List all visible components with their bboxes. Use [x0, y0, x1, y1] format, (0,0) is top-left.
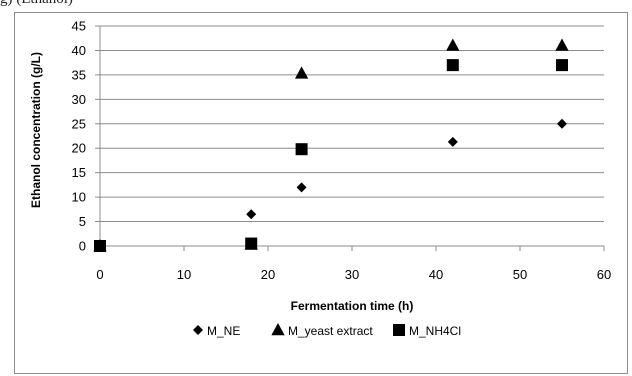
x-tick-label: 20 [261, 267, 275, 282]
y-tick-label: 40 [72, 43, 86, 58]
figure-caption: g) (Ethanol) [0, 0, 632, 11]
legend-marker-triangle [271, 323, 285, 336]
tick-labels: 0 5 10 15 20 25 30 35 40 45 0 10 20 30 40 50 60 [72, 19, 612, 283]
data-point-square [245, 237, 258, 250]
gridlines [100, 25, 604, 223]
data-point-square [556, 59, 568, 72]
data-point-diamond [447, 136, 458, 147]
y-tick-label: 5 [79, 214, 86, 229]
data-point-square [295, 143, 308, 156]
legend-marker-diamond [193, 325, 203, 335]
y-tick-label: 35 [72, 67, 86, 82]
legend-label: M_NH4Cl [409, 324, 461, 338]
data-point-diamond [557, 118, 567, 129]
x-tick-label: 60 [597, 267, 611, 282]
data-point-diamond [296, 182, 307, 193]
x-axis-title: Fermentation time (h) [291, 299, 414, 313]
legend-item: M_NH4Cl [393, 324, 461, 338]
data-point-triangle [294, 66, 309, 79]
data-point-triangle [446, 38, 460, 51]
y-axis-title: Ethanol concentration (g/L) [29, 52, 43, 208]
y-tick-label: 30 [72, 92, 86, 107]
data-marks [93, 38, 569, 252]
y-tick-label: 45 [72, 19, 86, 34]
x-tick-label: 50 [513, 267, 527, 282]
legend-label: M_yeast extract [288, 324, 373, 338]
y-tick-label: 25 [72, 116, 86, 131]
legend-item: M_NE [193, 324, 240, 338]
x-tick-label: 40 [429, 267, 443, 282]
y-tick-label: 20 [72, 141, 86, 156]
legend-label: M_NE [207, 324, 240, 338]
y-tick-label: 0 [79, 239, 86, 254]
y-tick-label: 10 [72, 190, 86, 205]
legend-marker-square [393, 324, 405, 336]
legend-item: M_yeast extract [271, 323, 373, 338]
x-tick-label: 30 [345, 267, 359, 282]
x-tick-label: 10 [177, 267, 191, 282]
data-point-square [94, 240, 106, 252]
legend: M_NE M_yeast extract M_NH4Cl [193, 323, 461, 338]
chart-frame [14, 12, 628, 374]
y-tick-label: 15 [72, 165, 86, 180]
x-tick-label: 0 [96, 267, 103, 282]
axes [95, 25, 605, 251]
data-point-diamond [246, 209, 257, 220]
data-point-square [446, 59, 459, 72]
data-point-triangle [555, 38, 569, 51]
